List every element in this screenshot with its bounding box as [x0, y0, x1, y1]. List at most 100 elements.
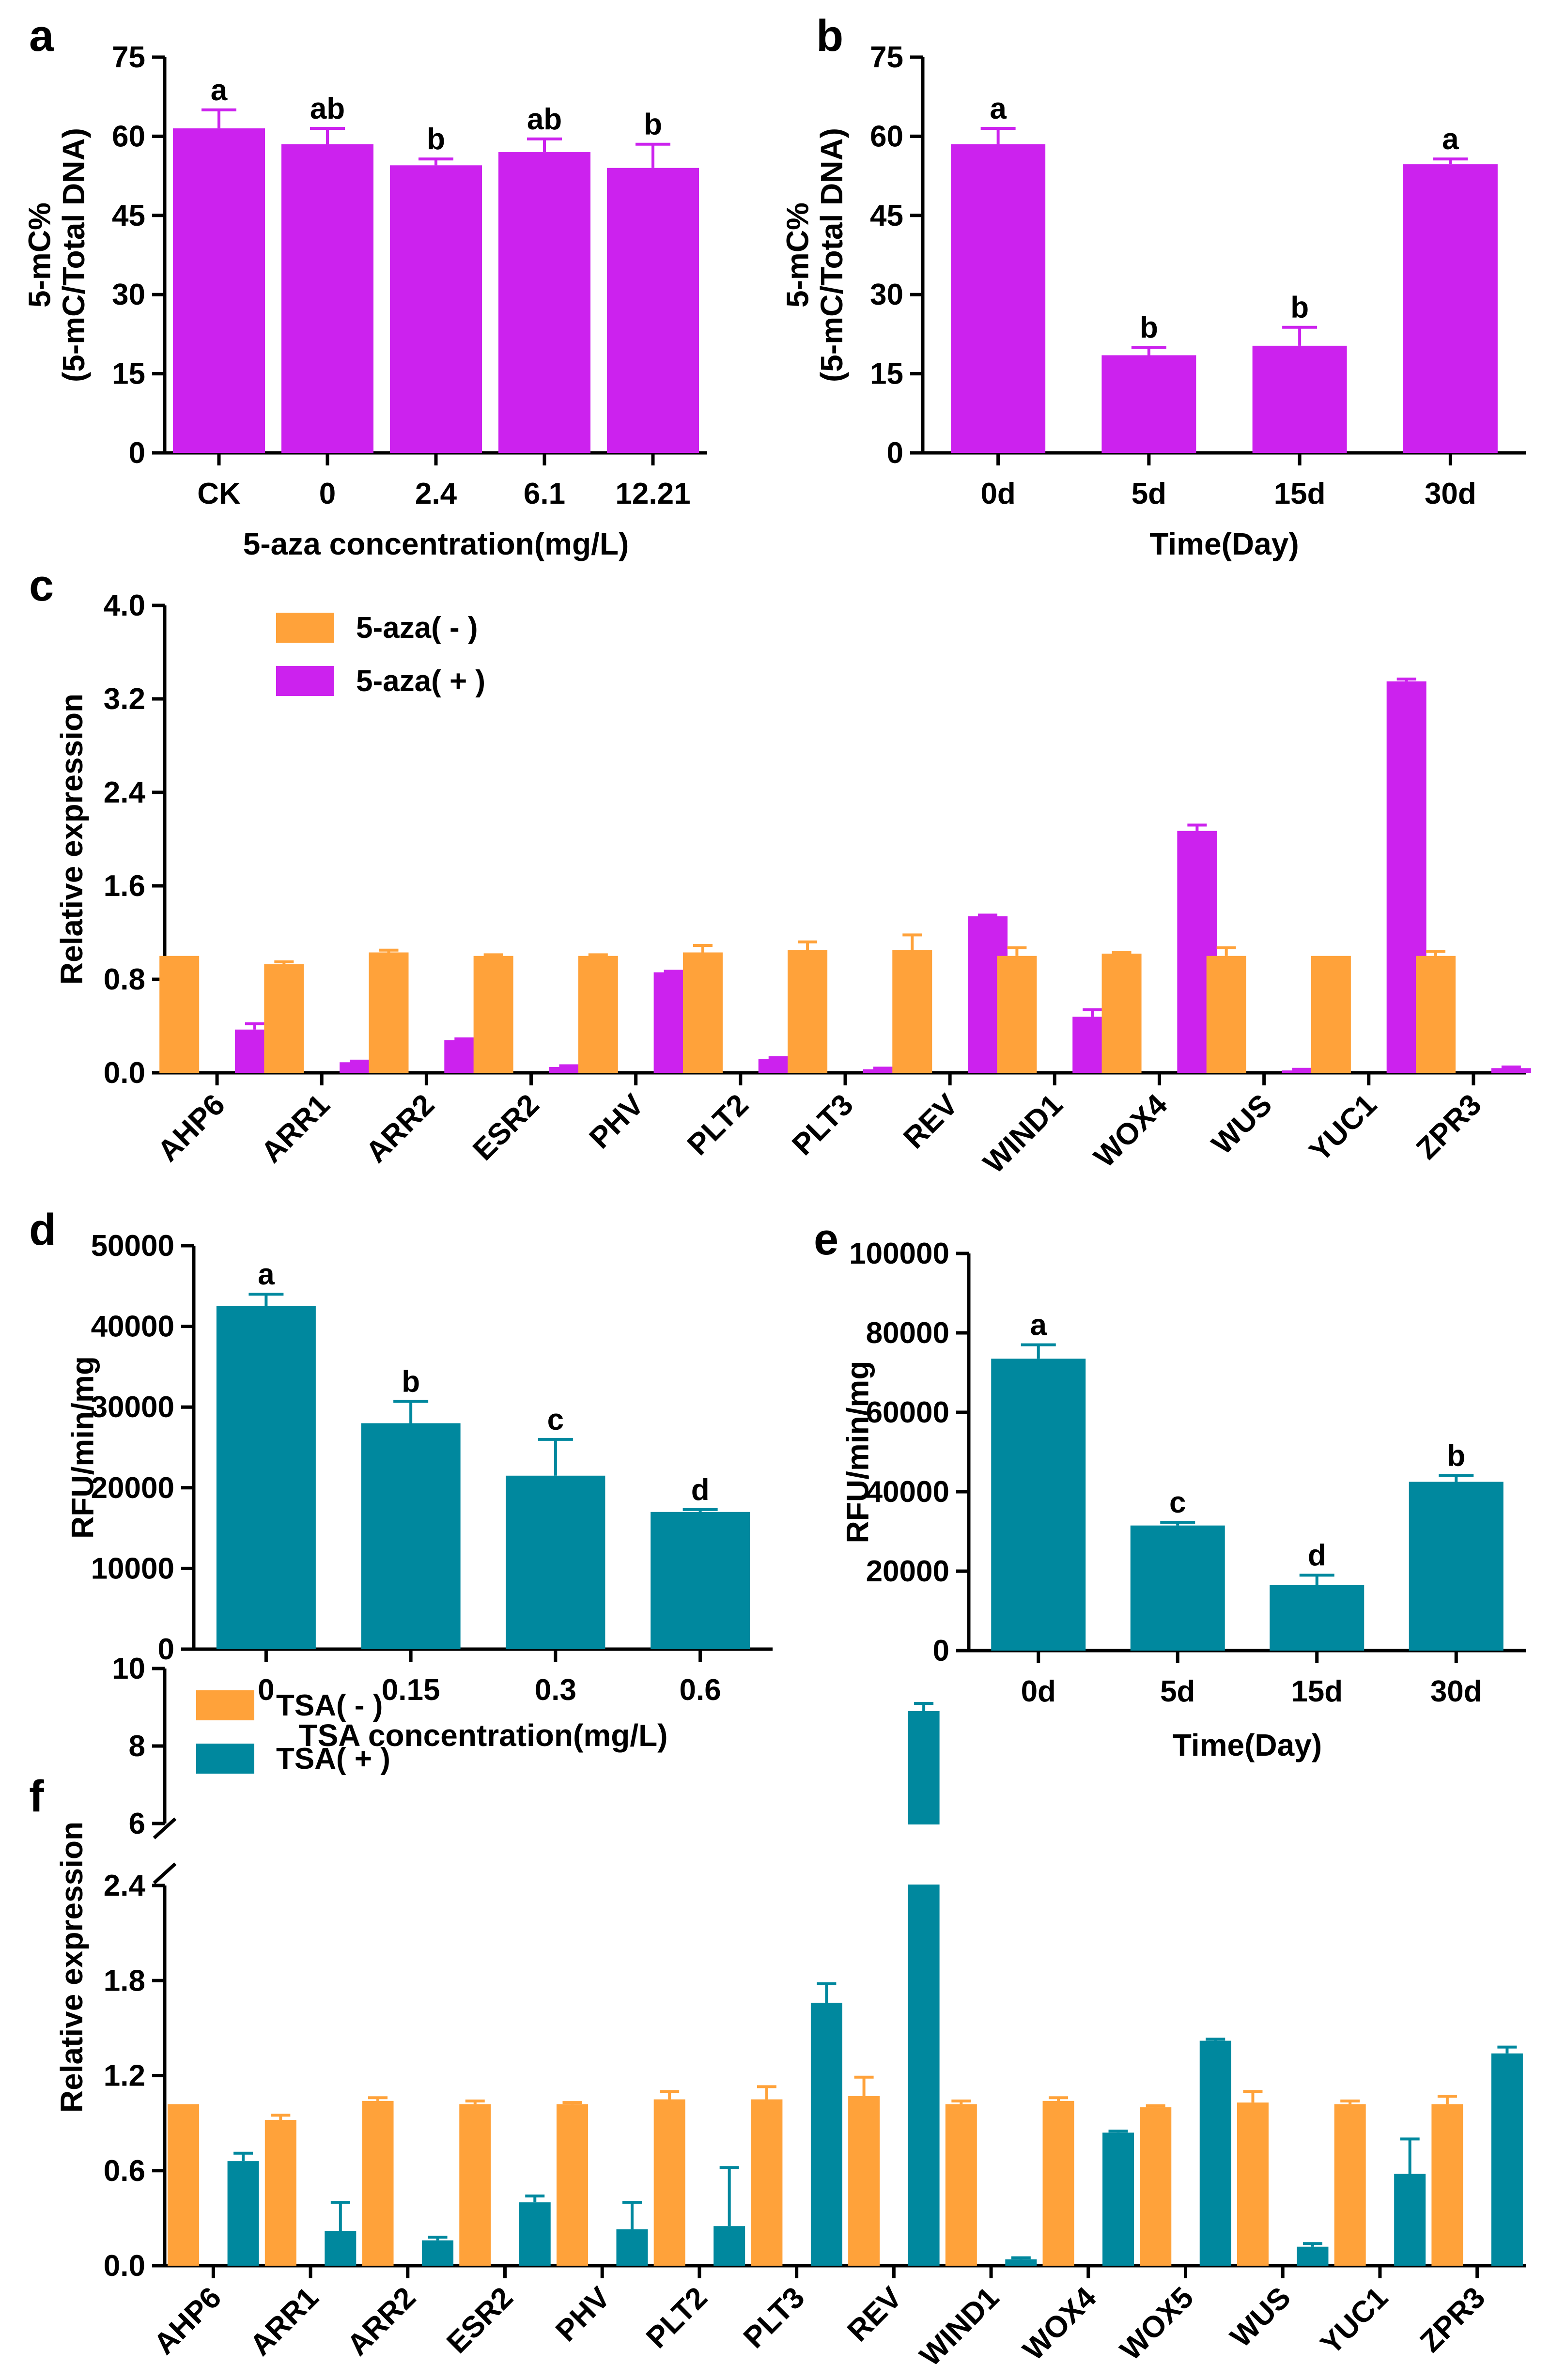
bar-break-gap — [906, 1824, 942, 1885]
bar-control — [159, 956, 200, 1073]
bar-control — [1311, 956, 1351, 1073]
x-tick-label: ARR1 — [255, 1088, 336, 1169]
significance-letter: d — [1308, 1539, 1326, 1572]
y-tick-label: 1.2 — [104, 2059, 145, 2093]
x-tick-label: 5d — [1132, 477, 1166, 510]
bar-treated — [616, 2229, 648, 2266]
bar-treated — [908, 1711, 940, 2266]
legend-label: TSA( + ) — [276, 1742, 390, 1776]
error-bar — [1400, 2137, 1420, 2174]
error-bar — [454, 1037, 474, 1041]
y-axis-title: Relative expression — [54, 694, 89, 985]
y-tick-label: 75 — [870, 41, 903, 74]
x-axis-title: TSA concentration(mg/L) — [298, 1718, 667, 1753]
bar — [390, 165, 482, 453]
bar — [498, 152, 590, 453]
bar-treated — [1491, 2053, 1523, 2266]
bar — [173, 128, 265, 453]
x-tick-label: 12.21 — [615, 477, 690, 510]
x-axis-title: 5-aza concentration(mg/L) — [243, 526, 629, 561]
panel-label-e: e — [814, 1215, 838, 1264]
error-bar — [1131, 346, 1166, 355]
error-bar — [1501, 1065, 1521, 1068]
x-tick-label: PLT3 — [786, 1088, 860, 1162]
error-bar — [1299, 1574, 1334, 1585]
axis-break-mark — [153, 1817, 177, 1885]
x-tick-label: 30d — [1425, 477, 1476, 510]
error-bar — [1187, 823, 1207, 831]
x-tick-label: 2.4 — [415, 477, 457, 510]
x-tick-label: WOX4 — [1087, 1088, 1174, 1174]
x-tick-label: WUS — [1205, 1088, 1278, 1161]
y-tick-label: 45 — [870, 199, 903, 232]
x-tick-label: WOX5 — [1114, 2281, 1200, 2367]
bar-control — [1140, 2107, 1172, 2266]
y-tick-label: 0.8 — [104, 963, 145, 996]
x-tick-label: WUS — [1224, 2281, 1297, 2354]
y-tick-label: 1.8 — [104, 1964, 145, 1997]
y-tick-label: 45 — [112, 199, 145, 232]
error-bar — [1243, 2090, 1263, 2103]
significance-letter: ab — [527, 103, 562, 136]
x-tick-label: PLT3 — [737, 2281, 811, 2355]
error-bar — [1108, 2129, 1128, 2133]
error-bar — [902, 933, 922, 950]
error-bar — [622, 2201, 642, 2229]
error-bar — [274, 960, 294, 964]
y-axis-title: 5-mC%(5-mC/Total DNA) — [22, 128, 91, 382]
y-axis-title: Relative expression — [54, 1822, 89, 2113]
y-tick-label: 75 — [112, 41, 145, 74]
error-bar — [538, 1437, 573, 1476]
bar-treated — [713, 2226, 745, 2266]
significance-letter: c — [547, 1403, 564, 1437]
y-tick-label: 3.2 — [104, 682, 145, 716]
error-bar — [636, 142, 670, 168]
y-tick-label: 40000 — [866, 1475, 949, 1509]
x-tick-label: YUC1 — [1303, 1088, 1383, 1168]
bar-control — [848, 2096, 880, 2266]
y-axis-title-line: 5-mC% — [780, 202, 815, 308]
significance-letter: ab — [310, 92, 345, 125]
bar-control — [788, 950, 828, 1073]
error-bar — [798, 940, 818, 950]
x-tick-label: ZPR3 — [1414, 2281, 1492, 2359]
x-tick-label: 6.1 — [524, 477, 565, 510]
error-bar — [660, 2090, 680, 2100]
bar-control — [459, 2104, 491, 2266]
x-tick-label: AHP6 — [148, 2281, 228, 2361]
error-bar — [1437, 2095, 1457, 2104]
bar-control — [1431, 2104, 1463, 2266]
panel-a: a 0 15 30 45 60 75 a CK ab 0 b 2.4 ab 6.1 b 12.21 5-aza c… — [22, 11, 707, 561]
y-axis-title-line: RFU/min/mg — [840, 1361, 875, 1544]
bar-treated — [519, 2202, 551, 2266]
x-tick-label: ESR2 — [466, 1088, 545, 1167]
error-bar — [1160, 1521, 1195, 1526]
error-bar — [483, 953, 503, 957]
error-bar — [1282, 325, 1318, 346]
x-tick-label: REV — [841, 2281, 908, 2348]
y-tick-label: 0 — [158, 1633, 174, 1666]
bar-treated — [863, 1069, 903, 1073]
y-tick-label: 4.0 — [104, 589, 145, 622]
significance-letter: b — [1140, 311, 1158, 344]
error-bar — [1302, 2242, 1322, 2247]
error-bar — [562, 2101, 582, 2104]
error-bar — [1021, 1343, 1056, 1359]
error-bar — [393, 1400, 429, 1423]
legend-label: 5-aza( + ) — [356, 665, 485, 698]
bar-control — [1042, 2101, 1074, 2266]
panel-c: c 0.0 0.8 1.6 2.4 3.2 4.0 AHP6 ARR1 ARR2 ESR2 PHV PL… — [29, 561, 1531, 1180]
y-tick-label: 1.6 — [104, 869, 145, 903]
x-tick-label: WOX4 — [1017, 2281, 1103, 2367]
error-bar — [310, 127, 345, 144]
bar — [1101, 355, 1196, 453]
y-axis-title-line: 5-mC% — [22, 202, 57, 308]
x-tick-label: 0.3 — [535, 1673, 576, 1707]
error-bar — [757, 2085, 776, 2100]
x-tick-label: 0 — [319, 477, 336, 510]
significance-letter: b — [427, 123, 445, 156]
x-tick-label: 0d — [1021, 1675, 1056, 1708]
bar — [1130, 1525, 1225, 1651]
bar — [951, 144, 1046, 453]
y-tick-label: 2.4 — [104, 1869, 146, 1902]
